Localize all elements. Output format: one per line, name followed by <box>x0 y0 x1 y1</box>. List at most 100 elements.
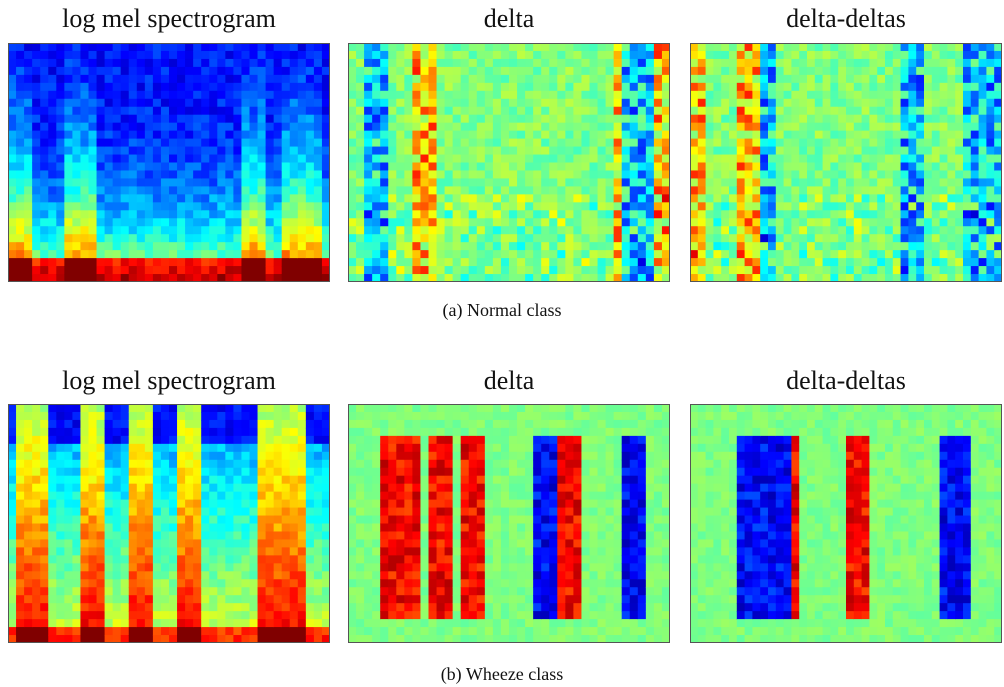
pixel <box>477 115 486 124</box>
pixel <box>509 75 518 84</box>
pixel <box>201 452 210 461</box>
pixel <box>517 250 526 259</box>
pixel <box>105 234 114 243</box>
pixel <box>225 43 234 52</box>
pixel <box>121 420 130 429</box>
pixel <box>590 59 599 68</box>
pixel <box>193 123 202 132</box>
pixel <box>932 266 940 275</box>
pixel <box>161 531 170 540</box>
pixel <box>971 107 979 116</box>
pixel <box>830 115 838 124</box>
pixel <box>565 139 574 148</box>
pixel <box>306 147 315 156</box>
pixel <box>791 186 799 195</box>
pixel <box>56 531 65 540</box>
pixel <box>994 91 1002 100</box>
pixel <box>799 210 807 219</box>
pixel <box>485 115 494 124</box>
pixel <box>908 210 916 219</box>
pixel <box>404 155 413 164</box>
pixel <box>250 107 259 116</box>
pixel <box>885 194 893 203</box>
pixel <box>469 147 478 156</box>
pixel <box>854 274 862 282</box>
pixel <box>916 266 924 275</box>
pixel <box>404 123 413 132</box>
pixel <box>690 155 698 164</box>
pixel <box>80 170 89 179</box>
pixel <box>97 492 106 501</box>
pixel <box>290 571 299 580</box>
pixel <box>557 178 566 187</box>
pixel <box>32 75 41 84</box>
pixel <box>509 99 518 108</box>
pixel <box>940 99 948 108</box>
pixel <box>830 234 838 243</box>
pixel <box>445 250 454 259</box>
pixel <box>48 516 57 525</box>
pixel <box>565 186 574 195</box>
pixel <box>153 571 162 580</box>
pixel <box>258 460 267 469</box>
pixel <box>209 428 218 437</box>
pixel <box>217 484 226 493</box>
pixel <box>437 163 446 172</box>
pixel <box>815 218 823 227</box>
pixel <box>32 242 41 251</box>
pixel <box>606 155 615 164</box>
pixel <box>429 218 438 227</box>
pixel <box>217 242 226 251</box>
pixel <box>517 131 526 140</box>
pixel <box>388 258 397 267</box>
pixel <box>348 555 357 564</box>
pixel <box>372 139 381 148</box>
pixel <box>924 163 932 172</box>
pixel <box>64 547 73 556</box>
pixel <box>485 178 494 187</box>
pixel <box>565 155 574 164</box>
pixel <box>908 266 916 275</box>
pixel <box>768 202 776 211</box>
pixel <box>356 508 365 517</box>
pixel <box>646 170 655 179</box>
pixel <box>314 242 323 251</box>
pixel <box>137 131 146 140</box>
pixel <box>177 202 186 211</box>
pixel <box>706 202 714 211</box>
pixel <box>581 115 590 124</box>
pixel <box>396 170 405 179</box>
pixel <box>388 500 397 509</box>
pixel <box>541 194 550 203</box>
pixel <box>815 163 823 172</box>
pixel <box>48 51 57 60</box>
pixel <box>169 163 178 172</box>
pixel <box>121 258 130 267</box>
pixel <box>598 250 607 259</box>
pixel <box>348 635 357 643</box>
pixel <box>113 531 122 540</box>
pixel <box>348 611 357 620</box>
pixel <box>690 123 698 132</box>
pixel <box>445 115 454 124</box>
pixel <box>193 468 202 477</box>
pixel <box>721 99 729 108</box>
pixel <box>97 147 106 156</box>
pixel <box>549 226 558 235</box>
pixel <box>356 460 365 469</box>
pixel <box>314 468 323 477</box>
pixel <box>380 508 389 517</box>
pixel <box>901 75 909 84</box>
pixel <box>606 75 615 84</box>
pixel <box>388 571 397 580</box>
pixel <box>274 202 283 211</box>
pixel <box>129 155 138 164</box>
pixel <box>737 163 745 172</box>
pixel <box>314 476 323 485</box>
pixel <box>729 75 737 84</box>
pixel <box>298 547 307 556</box>
pixel <box>622 139 631 148</box>
pixel <box>445 59 454 68</box>
pixel <box>258 131 267 140</box>
pixel <box>437 83 446 92</box>
